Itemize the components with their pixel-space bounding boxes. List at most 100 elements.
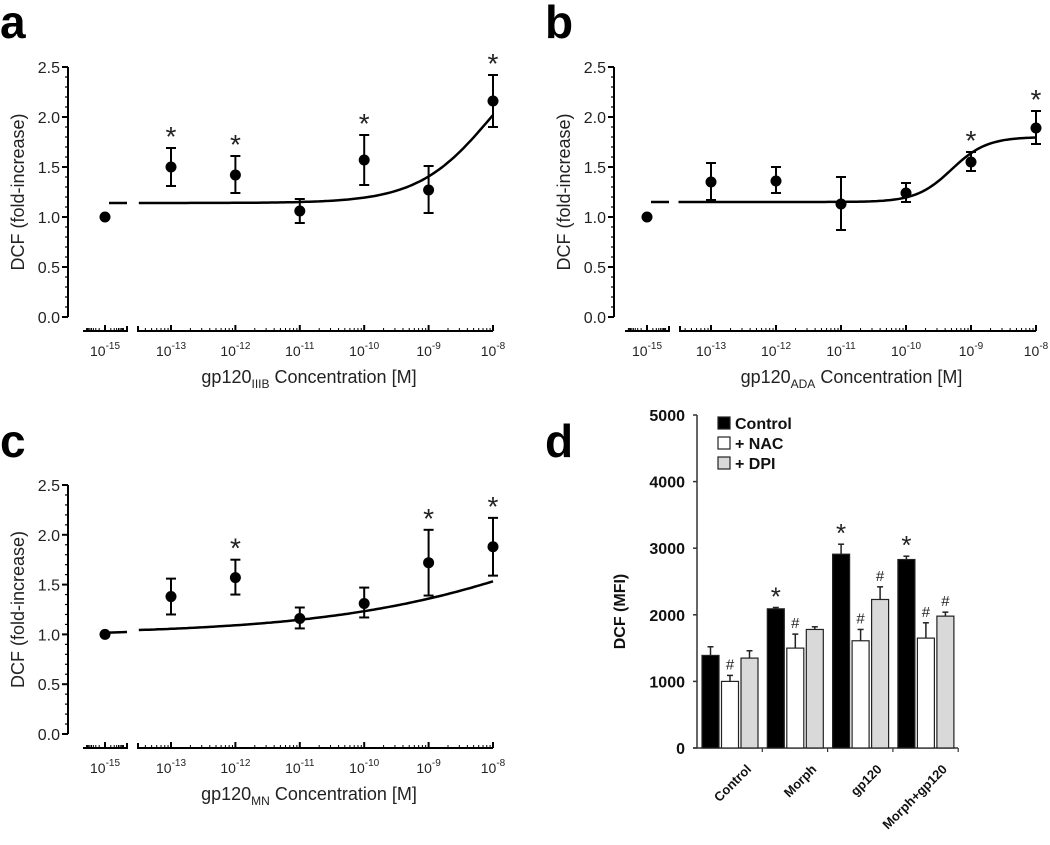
data-point — [99, 628, 111, 640]
y-tick-label: 0.5 — [584, 260, 606, 277]
y-tick-label: 2.5 — [584, 60, 606, 77]
bar-nac — [851, 640, 870, 749]
y-tick-label: 1.5 — [38, 578, 60, 595]
x-tick-label: 10-12 — [220, 758, 250, 776]
x-tick-base: 10 — [632, 343, 648, 359]
data-point — [99, 211, 111, 223]
x-tick-base: 10 — [285, 343, 301, 359]
y-tick-label: 5000 — [649, 408, 685, 425]
bar-control — [831, 553, 851, 749]
y-tick-label: 2.0 — [38, 528, 60, 545]
data-point — [358, 598, 370, 610]
data-point — [1030, 122, 1042, 134]
y-tick-label: 0.0 — [38, 310, 60, 327]
x-tick-exponent: -13 — [172, 341, 187, 352]
significance-star: * — [230, 533, 241, 564]
x-tick-base: 10 — [90, 343, 106, 359]
x-tick-base: 10 — [156, 343, 172, 359]
y-tick-label: 1.0 — [38, 627, 60, 644]
bar-control — [897, 558, 916, 749]
panel-label-b: b — [545, 0, 573, 48]
x-tick-label: 10-9 — [959, 341, 984, 359]
x-tick-label: 10-8 — [481, 758, 506, 776]
x-tick-base: 10 — [696, 343, 712, 359]
y-axis-title: DCF (fold-increase) — [8, 531, 28, 688]
x-tick-base: 10 — [826, 343, 842, 359]
x-axis-title-post: Concentration [M] — [815, 367, 962, 387]
bar-nac — [720, 680, 740, 749]
x-axis-title-sub: IIIB — [251, 377, 269, 391]
x-tick-exponent: -15 — [648, 341, 663, 352]
bar-dpi — [936, 615, 955, 749]
significance-hash: # — [856, 610, 865, 627]
x-tick-exponent: -9 — [432, 341, 441, 352]
data-point — [900, 187, 912, 199]
legend-label: Control — [735, 416, 792, 433]
x-tick-exponent: -13 — [172, 758, 187, 769]
legend-label: + DPI — [735, 456, 775, 473]
x-axis-title-sub: ADA — [791, 377, 816, 391]
x-tick-exponent: -15 — [106, 758, 121, 769]
significance-star: * — [771, 581, 781, 611]
significance-star: * — [488, 48, 499, 79]
y-tick-label: 4000 — [649, 475, 685, 492]
x-tick-label: 10-15 — [90, 758, 120, 776]
significance-hash: # — [922, 604, 931, 621]
x-tick-label: 10-10 — [891, 341, 921, 359]
y-tick-label: 0.5 — [38, 260, 60, 277]
y-tick-label: 1.5 — [38, 160, 60, 177]
bar-nac — [916, 637, 936, 749]
x-tick-base: 10 — [416, 343, 432, 359]
x-tick-label: 10-10 — [349, 341, 379, 359]
x-tick-label: 10-13 — [156, 758, 186, 776]
y-tick-label: 1000 — [649, 674, 685, 691]
y-tick-label: 0.5 — [38, 677, 60, 694]
category-label: Morph+gp120 — [879, 762, 950, 833]
x-axis-title-sub: MN — [251, 794, 270, 808]
x-tick-exponent: -11 — [842, 341, 856, 352]
x-tick-exponent: -10 — [907, 341, 922, 352]
x-tick-exponent: -11 — [301, 758, 315, 769]
data-point — [165, 591, 177, 603]
legend-swatch — [717, 416, 731, 430]
data-point — [358, 154, 370, 166]
x-tick-base: 10 — [416, 760, 432, 776]
data-point — [165, 161, 177, 173]
x-tick-exponent: -10 — [365, 758, 380, 769]
x-tick-exponent: -13 — [712, 341, 727, 352]
x-tick-label: 10-8 — [481, 341, 506, 359]
x-axis-title-pre: gp120 — [741, 367, 791, 387]
x-tick-label: 10-12 — [220, 341, 250, 359]
significance-star: * — [166, 121, 177, 152]
x-axis-title-post: Concentration [M] — [270, 367, 417, 387]
x-tick-exponent: -8 — [496, 758, 505, 769]
legend-label: + NAC — [735, 436, 784, 453]
y-axis-title: DCF (MFI) — [612, 574, 629, 650]
x-tick-label: 10-15 — [90, 341, 120, 359]
y-tick-label: 1.0 — [584, 210, 606, 227]
y-tick-label: 2.0 — [38, 110, 60, 127]
panel-label-a: a — [0, 0, 26, 48]
x-tick-exponent: -8 — [1039, 341, 1048, 352]
data-point — [965, 156, 977, 168]
significance-hash: # — [876, 568, 885, 585]
x-tick-label: 10-13 — [156, 341, 186, 359]
x-axis-title-pre: gp120 — [201, 367, 251, 387]
significance-star: * — [359, 108, 370, 139]
y-tick-label: 1.0 — [38, 210, 60, 227]
bar-control — [701, 654, 720, 749]
x-axis-title-pre: gp120 — [201, 784, 251, 804]
x-tick-base: 10 — [959, 343, 975, 359]
y-tick-label: 2.5 — [38, 478, 60, 495]
y-axis-title: DCF (fold-increase) — [554, 113, 574, 270]
x-tick-exponent: -12 — [236, 341, 251, 352]
data-point — [770, 175, 782, 187]
x-tick-base: 10 — [285, 760, 301, 776]
bar-dpi — [805, 628, 824, 749]
x-tick-label: 10-11 — [285, 758, 315, 776]
fit-curve — [138, 580, 494, 632]
x-tick-label: 10-9 — [416, 758, 441, 776]
x-tick-label: 10-9 — [416, 341, 441, 359]
data-point — [294, 612, 306, 624]
